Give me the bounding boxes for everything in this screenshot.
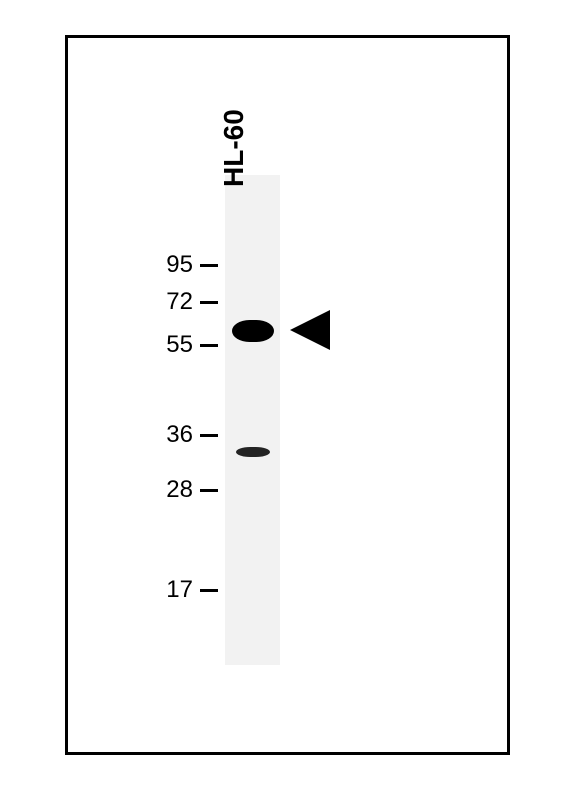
mw-label: 95	[166, 251, 193, 279]
blot-band	[232, 320, 274, 342]
mw-tick	[200, 301, 218, 304]
band-arrow-icon	[290, 310, 330, 350]
blot-band	[236, 447, 270, 457]
mw-tick	[200, 264, 218, 267]
mw-label: 55	[166, 331, 193, 359]
mw-label: 36	[166, 421, 193, 449]
mw-label: 28	[166, 476, 193, 504]
figure-frame	[65, 35, 510, 755]
mw-tick	[200, 489, 218, 492]
mw-label: 72	[166, 288, 193, 316]
mw-tick	[200, 589, 218, 592]
lane-label: HL-60	[218, 109, 250, 187]
blot-lane-strip	[225, 175, 280, 665]
mw-tick	[200, 434, 218, 437]
mw-label: 17	[166, 576, 193, 604]
mw-tick	[200, 344, 218, 347]
lane-label-text: HL-60	[218, 109, 249, 187]
